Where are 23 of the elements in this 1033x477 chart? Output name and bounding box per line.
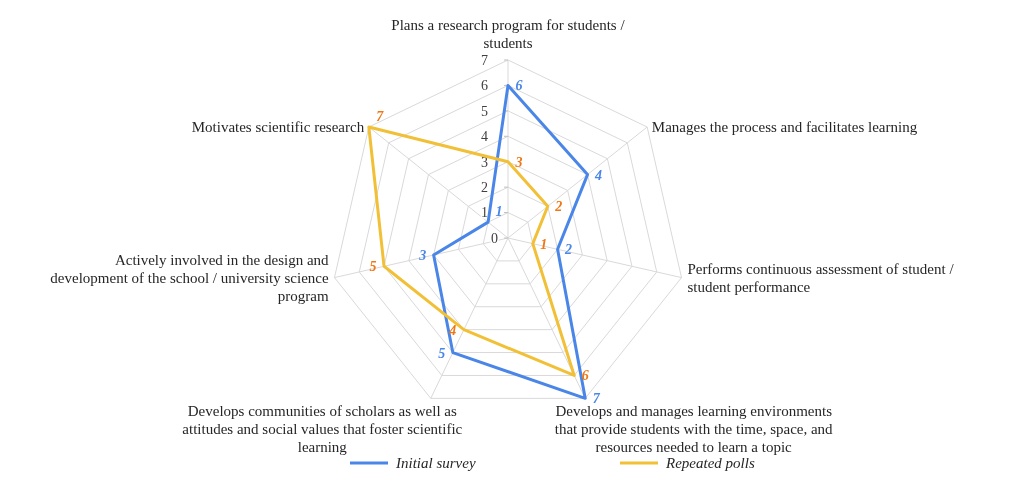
spoke-label: Manages the process and facilitates learning bbox=[651, 119, 918, 136]
data-label: 4 bbox=[594, 167, 603, 183]
data-label: 1 bbox=[540, 236, 548, 252]
legend-label: Repeated polls bbox=[665, 455, 755, 472]
legend-label: Initial survey bbox=[395, 455, 476, 472]
data-label: 6 bbox=[581, 368, 589, 384]
data-label: 5 bbox=[438, 345, 446, 361]
spoke-label: Actively involved in the design and development of the school / university science program bbox=[50, 251, 330, 304]
y-tick-label: 4 bbox=[481, 129, 488, 145]
spoke-label: Performs continuous assessment of student / student performance bbox=[687, 260, 955, 295]
y-tick-label: 7 bbox=[481, 52, 488, 68]
spoke-label: Plans a research program for students / students bbox=[391, 17, 626, 51]
data-label: 4 bbox=[448, 322, 457, 338]
spoke-label: Develops communities of scholars as well as attitudes and social values that foster scientific learning bbox=[182, 403, 463, 456]
spoke-label: Motivates scientific research bbox=[191, 119, 365, 136]
y-tick-label: 0 bbox=[491, 230, 498, 246]
data-label: 2 bbox=[554, 199, 563, 215]
data-label: 3 bbox=[418, 247, 427, 263]
data-label: 7 bbox=[376, 109, 385, 125]
data-label: 2 bbox=[564, 242, 573, 258]
y-tick-label: 2 bbox=[481, 180, 488, 196]
y-tick-label: 5 bbox=[481, 103, 488, 119]
data-label: 5 bbox=[369, 259, 377, 275]
